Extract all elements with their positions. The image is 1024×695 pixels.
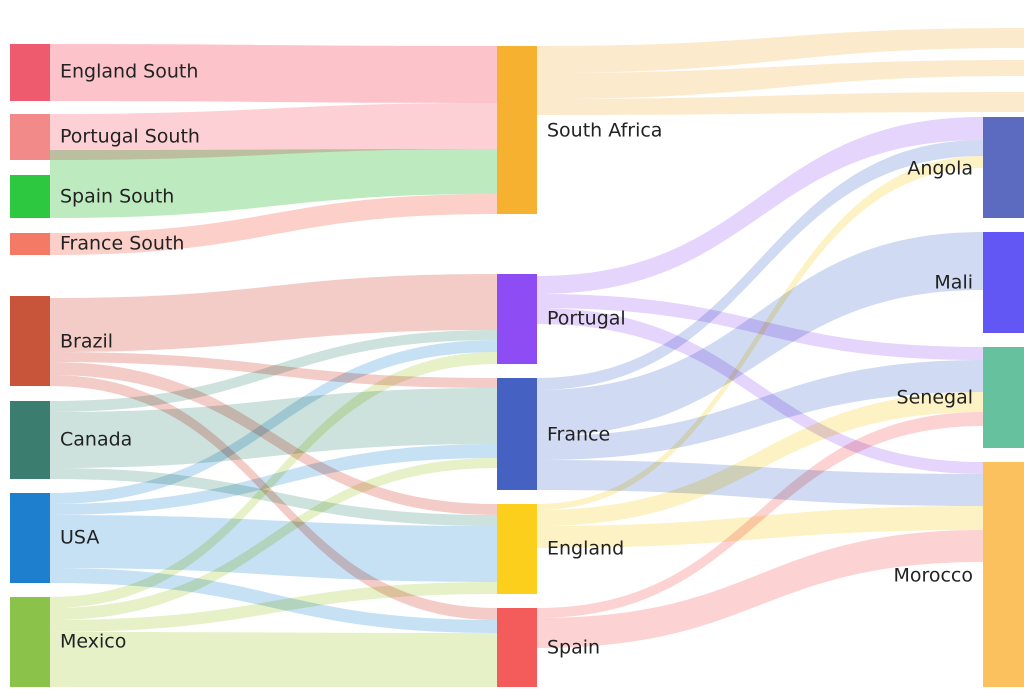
- flow-brazil-to-portugal: [50, 274, 497, 352]
- links-layer: [50, 28, 1024, 687]
- nodes-layer: [10, 44, 1024, 687]
- flow-england-to-senegal: [537, 392, 983, 526]
- flow-south_africa-to-offscreen: [537, 92, 1024, 115]
- flow-spain-to-morocco: [537, 530, 983, 648]
- node-mali: [983, 232, 1024, 333]
- node-portugal-south: [10, 114, 50, 160]
- node-france: [497, 378, 537, 490]
- node-label-brazil: Brazil: [60, 331, 113, 353]
- node-canada: [10, 401, 50, 479]
- node-angola: [983, 117, 1024, 218]
- flow-france-to-angola: [537, 140, 983, 390]
- node-usa: [10, 493, 50, 583]
- node-england: [497, 504, 537, 594]
- flow-mexico-to-portugal: [50, 352, 497, 608]
- node-label-spain: Spain: [547, 637, 600, 659]
- node-label-france: France: [547, 424, 610, 446]
- node-label-angola: Angola: [907, 158, 973, 180]
- node-spain: [497, 608, 537, 687]
- node-label-mali: Mali: [934, 272, 973, 294]
- node-label-mexico: Mexico: [60, 631, 126, 653]
- labels-layer: England South Portugal South Spain South Fr…: [60, 61, 973, 659]
- flow-portugal-to-angola: [537, 117, 983, 294]
- flow-england-to-morocco: [537, 506, 983, 548]
- flow-portugal-to-morocco: [537, 308, 983, 474]
- flow-england-to-angola: [537, 156, 983, 510]
- flow-spain_south-to-south_africa: [50, 149, 497, 218]
- flow-portugal_south-to-south_africa: [50, 103, 497, 160]
- node-label-morocco: Morocco: [893, 565, 973, 587]
- flow-england_south-to-south_africa: [50, 44, 497, 103]
- node-brazil: [10, 296, 50, 386]
- flow-south_africa-to-offscreen: [537, 28, 1024, 73]
- node-label-england: England: [547, 538, 624, 560]
- flow-spain-to-senegal: [537, 412, 983, 618]
- node-label-england-south: England South: [60, 61, 198, 83]
- node-senegal: [983, 347, 1024, 448]
- node-portugal: [497, 274, 537, 364]
- node-label-portugal-south: Portugal South: [60, 126, 200, 148]
- flow-mexico-to-france: [50, 458, 497, 620]
- flow-france-to-senegal: [537, 360, 983, 460]
- node-morocco: [983, 462, 1024, 687]
- node-england-south: [10, 44, 50, 101]
- node-mexico: [10, 597, 50, 687]
- flow-mexico-to-england: [50, 582, 497, 632]
- node-south-africa: [497, 46, 537, 214]
- node-label-south-africa: South Africa: [547, 120, 662, 142]
- flow-mexico-to-spain: [50, 632, 497, 687]
- node-france-south: [10, 233, 50, 255]
- node-label-spain-south: Spain South: [60, 186, 174, 208]
- node-label-france-south: France South: [60, 233, 184, 255]
- flow-usa-to-spain: [50, 568, 497, 633]
- flow-france_south-to-south_africa: [50, 194, 497, 255]
- node-label-usa: USA: [60, 527, 99, 549]
- flow-canada-to-portugal: [50, 330, 497, 412]
- node-label-canada: Canada: [60, 429, 132, 451]
- flow-south_africa-to-offscreen: [537, 60, 1024, 99]
- node-spain-south: [10, 175, 50, 218]
- flow-usa-to-portugal: [50, 340, 497, 504]
- node-label-senegal: Senegal: [897, 387, 973, 409]
- node-label-portugal: Portugal: [547, 308, 626, 330]
- flow-usa-to-england: [50, 515, 497, 582]
